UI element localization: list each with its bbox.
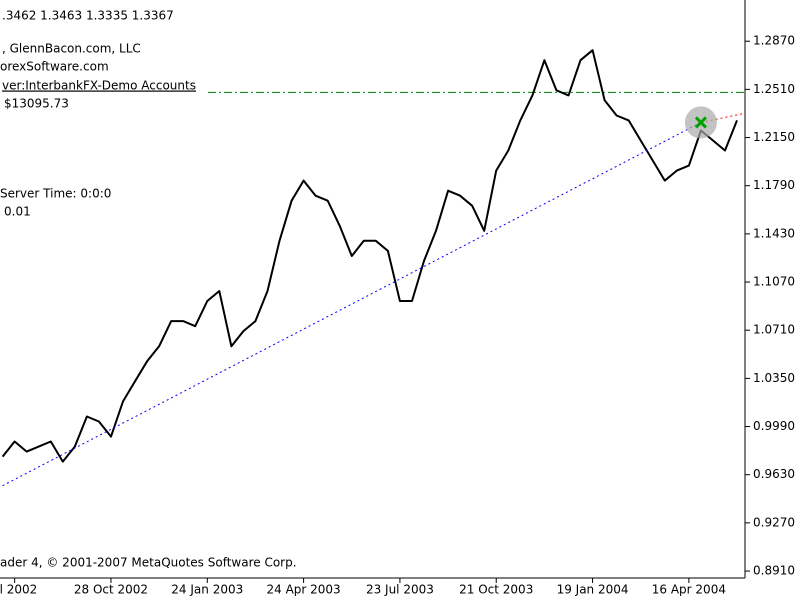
server-time: Server Time: 0:0:0 bbox=[0, 187, 111, 201]
x-tick-label: ul 2002 bbox=[0, 583, 37, 597]
x-tick-label: 23 Jul 2003 bbox=[366, 583, 434, 597]
balance: $13095.73 bbox=[4, 97, 69, 111]
y-tick-label: 1.2870 bbox=[753, 34, 795, 48]
x-tick-label: 21 Oct 2003 bbox=[459, 583, 533, 597]
copyright-line: , GlennBacon.com, LLC bbox=[2, 42, 141, 56]
y-tick-label: 0.8910 bbox=[753, 564, 795, 578]
y-tick-label: 1.0350 bbox=[753, 371, 795, 385]
y-tick-label: 1.2510 bbox=[753, 82, 795, 96]
y-tick-label: 1.1070 bbox=[753, 275, 795, 289]
trendline bbox=[700, 112, 745, 123]
x-tick-label: 19 Jan 2004 bbox=[557, 583, 629, 597]
object-cross bbox=[694, 116, 707, 129]
plot-area bbox=[1, 49, 745, 487]
y-tick-label: 1.2150 bbox=[753, 130, 795, 144]
lot-size: 0.01 bbox=[4, 205, 31, 219]
y-tick-label: 1.0710 bbox=[753, 323, 795, 337]
x-tick-label: 28 Oct 2002 bbox=[74, 583, 148, 597]
y-tick-label: 1.1790 bbox=[753, 178, 795, 192]
y-tick-label: 0.9990 bbox=[753, 419, 795, 433]
x-tick-label: 24 Apr 2003 bbox=[266, 583, 340, 597]
quote-line: .3462 1.3463 1.3335 1.3367 bbox=[2, 9, 174, 23]
price-line bbox=[1, 49, 738, 463]
footer-copyright: ader 4, © 2001-2007 MetaQuotes Software … bbox=[0, 556, 297, 570]
x-tick-label: 24 Jan 2003 bbox=[171, 583, 243, 597]
trendline bbox=[2, 121, 702, 487]
y-tick-label: 1.1430 bbox=[753, 226, 795, 240]
server-line: ver:InterbankFX-Demo Accounts bbox=[2, 79, 196, 93]
y-tick-label: 0.9270 bbox=[753, 515, 795, 529]
website-line: orexSoftware.com bbox=[0, 60, 109, 74]
y-tick-label: 0.9630 bbox=[753, 467, 795, 481]
x-tick-label: 16 Apr 2004 bbox=[652, 583, 726, 597]
